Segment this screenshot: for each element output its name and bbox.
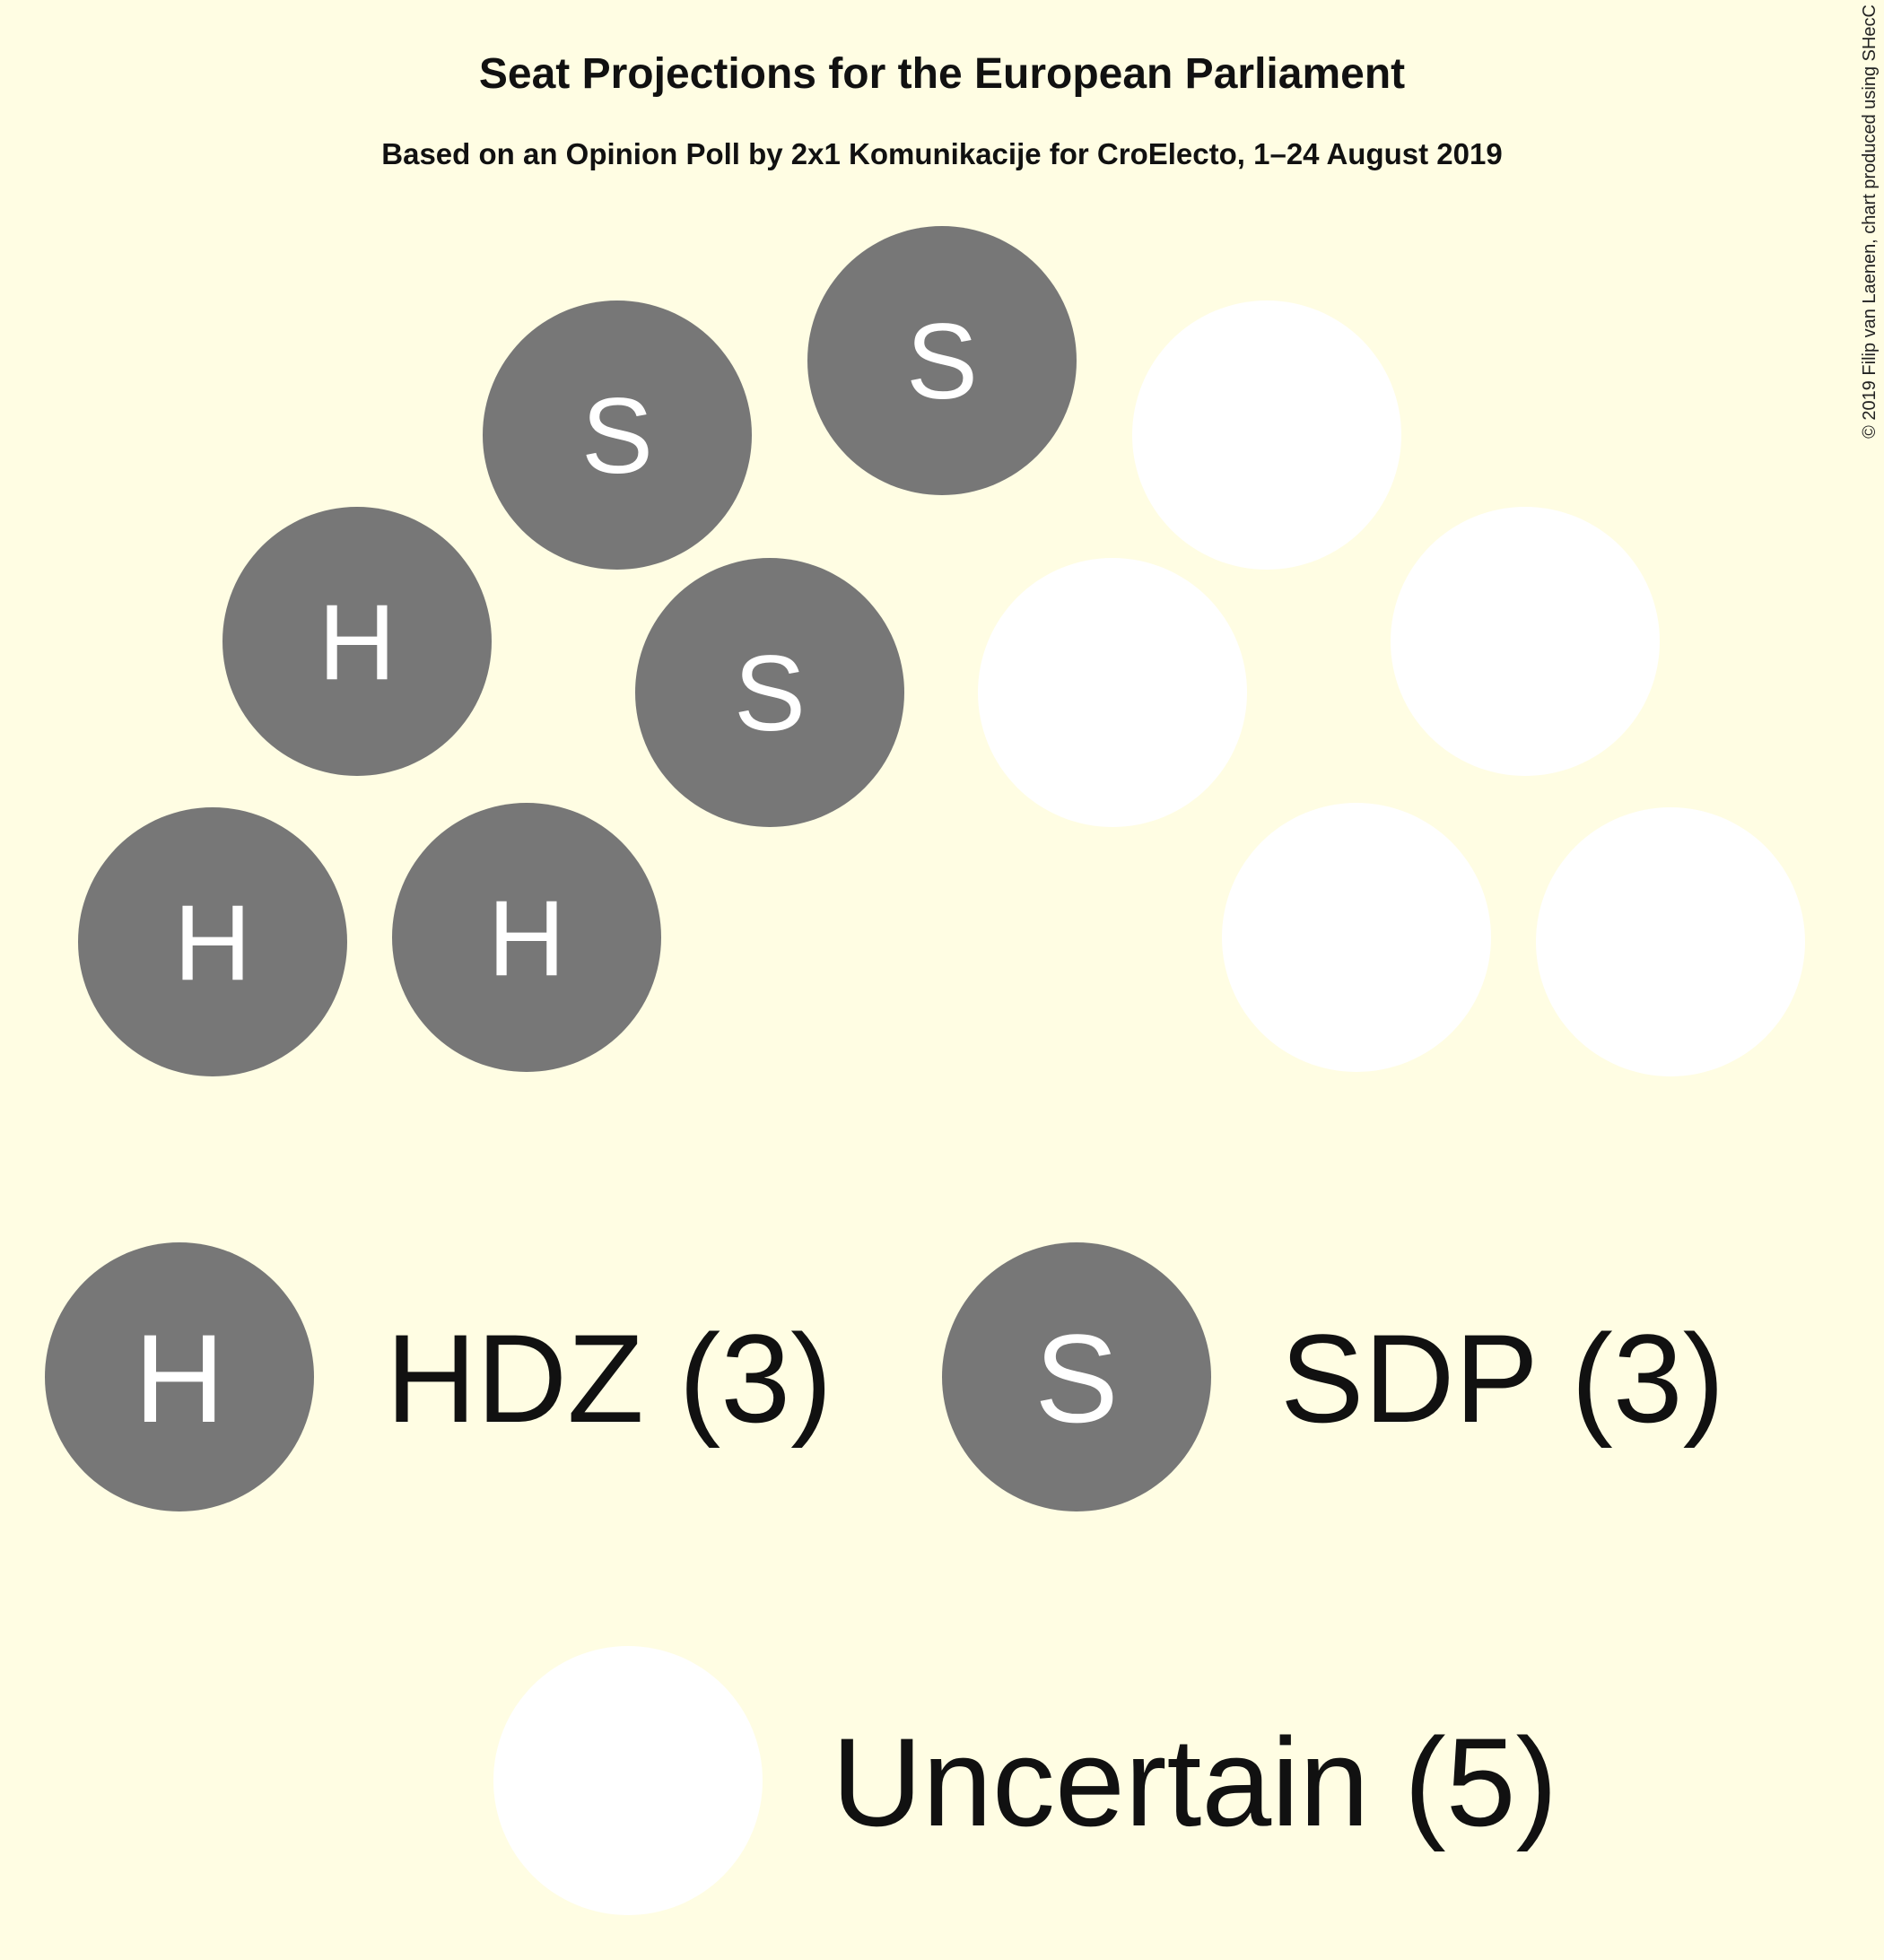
legend-swatch (942, 1242, 1211, 1511)
chart-credit: © 2019 Filip van Laenen, chart produced … (1860, 4, 1880, 439)
seat-6: S (635, 558, 904, 827)
seat-circle (483, 301, 752, 570)
seat-4: S (483, 301, 752, 570)
seat-circle (222, 507, 492, 776)
seat-circle (1536, 807, 1805, 1076)
legend-item-uncertain: Uncertain (5) (493, 1646, 1557, 1915)
seat-symbol: S (734, 633, 806, 754)
seat-1: H (78, 807, 347, 1076)
seat-7 (978, 558, 1247, 827)
seat-circle (635, 558, 904, 827)
legend-label: SDP (3) (1280, 1308, 1724, 1449)
legend: H HDZ (3) S SDP (3) Uncertain (5) (45, 1242, 1724, 1915)
seat-circle (78, 807, 347, 1076)
legend-item-sdp: S SDP (3) (942, 1242, 1724, 1511)
seat-symbol: H (488, 878, 566, 998)
legend-item-hdz: H HDZ (3) (45, 1242, 833, 1511)
seat-circle (1222, 803, 1491, 1072)
seat-circle (1391, 507, 1660, 776)
seat-circle (978, 558, 1247, 827)
seat-10 (1222, 803, 1491, 1072)
legend-label: HDZ (3) (386, 1308, 833, 1449)
seat-circle (1132, 301, 1401, 570)
legend-symbol: H (134, 1308, 224, 1449)
seat-3: H (222, 507, 492, 776)
seat-symbol: S (581, 376, 653, 496)
seat-5: S (807, 226, 1077, 495)
legend-symbol: S (1034, 1308, 1118, 1449)
chart-title: Seat Projections for the European Parlia… (479, 50, 1405, 98)
seat-circle (807, 226, 1077, 495)
legend-swatch (45, 1242, 314, 1511)
legend-swatch (493, 1646, 763, 1915)
seat-2: H (392, 803, 661, 1072)
seat-9 (1391, 507, 1660, 776)
seat-11 (1536, 807, 1805, 1076)
seat-symbol: H (318, 582, 397, 702)
seat-group: H H H S S S (78, 226, 1805, 1076)
seat-symbol: H (174, 883, 252, 1003)
legend-label: Uncertain (5) (832, 1712, 1557, 1852)
seat-circle (392, 803, 661, 1072)
seat-symbol: S (906, 301, 978, 422)
chart-subtitle: Based on an Opinion Poll by 2x1 Komunika… (381, 137, 1502, 170)
seat-8 (1132, 301, 1401, 570)
